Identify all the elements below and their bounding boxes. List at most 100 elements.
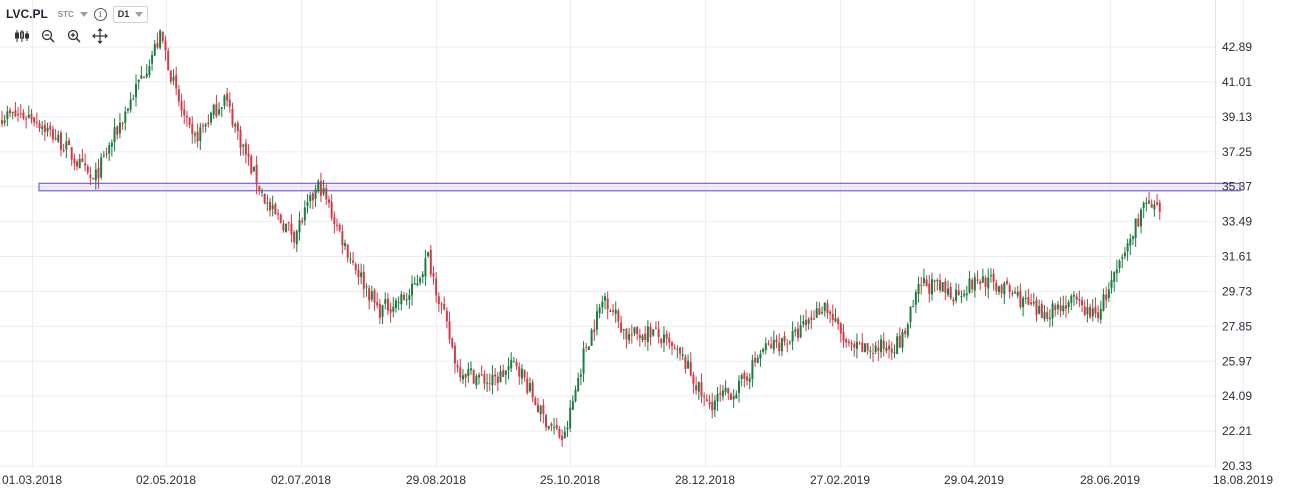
candle-body	[341, 231, 344, 246]
candle-body	[939, 280, 941, 291]
candle-body	[909, 307, 912, 323]
candle-body	[585, 346, 588, 349]
candle-body	[703, 395, 706, 398]
candle-body	[269, 201, 271, 211]
chart-tools	[12, 26, 110, 46]
candle-body	[858, 343, 861, 345]
candle-body	[767, 343, 770, 345]
candle-body	[622, 329, 625, 331]
candle-body	[413, 283, 416, 285]
resistance-zone	[38, 182, 1241, 192]
candle-body	[1142, 202, 1145, 209]
candle-body	[411, 283, 414, 296]
candle-body	[427, 252, 430, 257]
candle-body	[805, 319, 807, 326]
candle-body	[247, 153, 250, 157]
timeframe-value: D1	[117, 9, 130, 19]
candle-body	[587, 346, 590, 350]
candle-body	[488, 383, 491, 385]
candle-body	[770, 344, 773, 348]
candle-body	[443, 303, 446, 310]
candle-body	[746, 376, 749, 381]
y-tick-label: 25.97	[1222, 354, 1252, 368]
candle-body	[14, 110, 17, 117]
candle-body	[255, 164, 258, 185]
candle-body	[394, 300, 397, 309]
x-tick-label: 02.07.2018	[271, 473, 331, 487]
zoom-in-icon[interactable]	[64, 26, 84, 46]
candle-body	[665, 333, 668, 339]
timeframe-select[interactable]: D1	[112, 5, 149, 23]
market-label[interactable]: STC	[57, 9, 74, 19]
candle-body	[451, 338, 454, 348]
info-icon[interactable]: i	[93, 7, 107, 21]
candle-body	[360, 272, 363, 278]
candle-body	[917, 283, 920, 295]
candle-body	[234, 124, 237, 127]
candle-body	[81, 158, 84, 162]
chevron-down-icon[interactable]	[79, 11, 88, 17]
candle-body	[448, 321, 451, 340]
candle-body	[352, 260, 355, 263]
candle-body	[475, 376, 478, 386]
symbol-label[interactable]: LVC.PL	[6, 7, 48, 21]
crosshair-move-icon[interactable]	[90, 26, 110, 46]
candle-body	[456, 365, 459, 368]
candle-body	[1115, 269, 1118, 274]
candle-body	[625, 328, 628, 340]
candle-body	[735, 394, 738, 399]
candle-body	[528, 383, 531, 392]
candle-body	[1099, 309, 1102, 320]
candle-body	[520, 368, 523, 379]
candle-body	[823, 302, 826, 312]
candle-body	[244, 143, 247, 155]
candle-body	[995, 282, 998, 292]
candle-body	[368, 288, 371, 301]
candle-body	[148, 66, 151, 76]
y-tick-label: 31.61	[1222, 250, 1252, 264]
candle-body	[336, 224, 338, 226]
candle-body	[177, 89, 180, 102]
candle-body	[662, 334, 665, 343]
candle-body	[145, 73, 148, 77]
candle-body	[49, 125, 52, 130]
candle-body	[470, 368, 472, 371]
candle-body	[882, 340, 885, 349]
candle-body	[496, 376, 499, 384]
candle-body	[1019, 290, 1022, 307]
candle-body	[293, 232, 296, 243]
candle-body	[1137, 218, 1140, 227]
candle-body	[330, 201, 333, 218]
candle-body	[333, 217, 336, 224]
candle-body	[1110, 280, 1113, 288]
candle-body	[22, 112, 25, 119]
candle-body	[204, 124, 207, 127]
candle-body	[472, 370, 475, 384]
candles-type-icon[interactable]	[12, 26, 32, 46]
y-tick-label: 39.13	[1222, 110, 1252, 124]
candle-body	[212, 104, 215, 116]
candle-body	[695, 385, 698, 391]
candle-body	[539, 405, 542, 415]
candle-body	[478, 374, 481, 378]
candle-body	[483, 374, 486, 384]
candle-body	[389, 309, 392, 313]
candle-body	[719, 392, 722, 395]
zoom-out-icon[interactable]	[38, 26, 58, 46]
candle-body	[1075, 296, 1078, 300]
candle-body	[236, 123, 239, 131]
candle-body	[354, 264, 357, 271]
candle-body	[679, 347, 682, 354]
candle-body	[507, 366, 510, 371]
candle-body	[1107, 289, 1110, 298]
candle-body	[523, 370, 526, 378]
candle-body	[756, 357, 759, 363]
candle-body	[1126, 243, 1129, 252]
candle-body	[1113, 271, 1116, 282]
candle-body	[491, 374, 494, 385]
candle-body	[349, 258, 352, 260]
candle-body	[386, 298, 389, 311]
candle-body	[992, 273, 995, 282]
candle-body	[113, 127, 116, 143]
